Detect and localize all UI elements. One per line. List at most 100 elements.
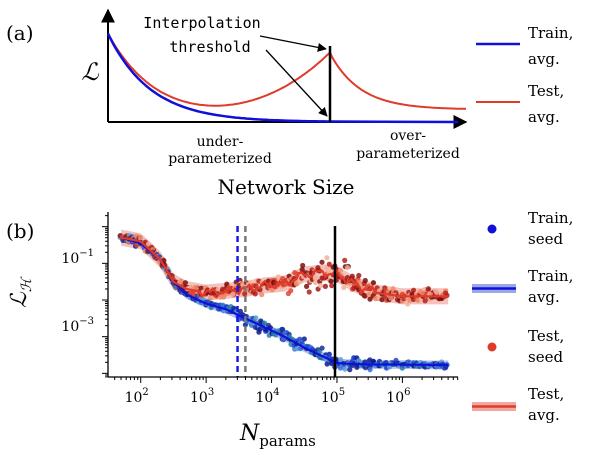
test-seed-point [178,278,184,284]
test-seed-point [215,287,221,293]
test-seed-point [349,273,355,279]
train-seed-point [326,352,332,358]
region-over-1: over- [390,128,426,144]
panel-a-xlabel: Network Size [217,175,354,199]
legend-b-train-seed-line1: Train, [528,209,573,227]
legend-b-test-seed-marker [487,342,497,352]
legend-b-test-avg-line1: Test, [528,385,564,403]
train-seed-point [253,315,259,321]
ytick-label-2: 10−3 [61,316,94,335]
annotation-line-1: Interpolation [143,14,260,32]
test-seed-point [370,280,376,286]
panel-b-xtick-labels: 102 103 104 105 106 [125,387,411,406]
test-seed-point [312,274,318,280]
train-seed-point [324,361,330,367]
test-seed-point [137,234,143,241]
region-over-2: parameterized [356,146,460,162]
test-seed-point [230,291,236,297]
test-seed-point [356,272,362,279]
test-seed-point [252,291,258,297]
xtick-label: 106 [386,387,410,406]
test-seed-point [434,289,440,295]
test-seed-point [318,283,324,289]
test-seed-point [304,283,310,289]
test-seed-point [269,287,275,293]
test-seed-point [288,288,294,294]
panel-b-ticks [102,215,459,383]
panel-b-legend: Train, seed Train, avg. Test, seed Test,… [472,209,573,424]
train-seed-point [280,326,286,333]
legend-a-test-line1: Test, [528,82,564,100]
train-seed-point [342,366,348,372]
test-seed-point [388,295,394,301]
panel-b-ylabel: ℒℋ [7,276,35,308]
legend-b-train-seed-marker [487,224,497,234]
legend-b-test-seed-line1: Test, [528,327,564,345]
legend-b-train-avg-line1: Train, [528,267,573,285]
test-seed-point [362,277,368,284]
test-seed-point [362,293,368,299]
train-seed-point [319,345,325,351]
test-seed-point [145,241,152,247]
test-seed-point [367,296,373,302]
train-seed-point [301,336,307,342]
test-seed-point [390,286,396,292]
train-seed-point [297,336,303,342]
test-seed-point [443,290,449,296]
test-seed-point [337,267,343,273]
xtick-label: 103 [190,387,214,406]
panel-b: (b) 10−1 10−3 102 103 104 105 106 ℒℋ Nparams… [6,209,573,450]
panel-b-label: (b) [6,219,34,243]
legend-a-test-line2: avg. [528,108,560,126]
test-seed-point [319,259,325,265]
test-seed-point [324,255,330,261]
region-under-1: under- [197,134,244,150]
annotation-line-2: threshold [169,38,250,56]
panel-a-test-curve [107,33,467,110]
test-seed-point [341,284,347,291]
test-seed-point [329,283,335,289]
test-avg-line [120,236,449,299]
xtick-label: 102 [125,387,149,406]
test-seed-point [209,294,215,300]
panel-a-label: (a) [6,21,34,45]
test-seed-point [425,286,431,292]
test-seed-point [342,257,348,263]
legend-b-test-avg-line2: avg. [528,406,560,424]
ytick-label-1: 10−1 [61,248,94,267]
legend-a-train-line2: avg. [528,50,560,68]
test-seed-point [300,262,306,269]
panel-b-plot-area [117,226,450,377]
legend-a-train-line1: Train, [528,24,573,42]
legend-b-train-avg-line2: avg. [528,288,560,306]
legend-b-train-seed-line2: seed [528,230,563,248]
panel-a: (a) Interpolation threshold ℒ under- par… [6,8,573,199]
train-seed-point [237,308,243,314]
train-seed-point [262,320,268,326]
test-seed-point [275,274,281,280]
panel-a-legend: Train, avg. Test, avg. [476,24,573,126]
annotation-arrow-train [265,49,328,117]
annotation-arrow-test [259,35,327,52]
test-seed-point [259,292,265,298]
panel-b-xlabel: Nparams [239,421,316,450]
region-under-2: parameterized [168,151,272,167]
xtick-label: 105 [321,387,345,406]
train-seed-point [356,358,362,364]
train-seed-point [280,336,286,343]
test-seed-point [306,289,312,295]
train-seed-point [347,367,353,373]
test-seed-point [344,265,351,271]
test-seed-point [326,261,332,267]
train-seed-point [367,367,373,373]
test-seed-point [328,278,334,284]
legend-b-test-seed-line2: seed [528,348,563,366]
test-seed-point [322,283,328,289]
test-seed-point [242,291,248,297]
panel-a-train-curve [106,33,459,124]
test-seed-point [182,280,188,286]
panel-a-ylabel: ℒ [81,58,99,86]
xtick-label: 104 [255,387,279,406]
test-seed-point [312,279,319,286]
